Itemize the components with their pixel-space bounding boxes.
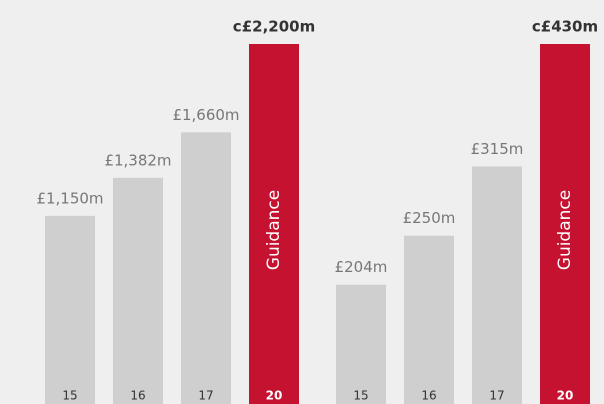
bar <box>113 177 163 404</box>
x-tick-label: 20 <box>557 389 574 403</box>
x-tick-label: 17 <box>198 389 213 403</box>
value-label: £315m <box>471 140 524 158</box>
value-label: £1,660m <box>172 106 239 124</box>
value-label: £1,382m <box>104 151 171 169</box>
x-tick-label: 15 <box>62 389 77 403</box>
bar <box>472 166 522 404</box>
x-tick-label: 20 <box>266 389 283 403</box>
bar-annotation: Guidance <box>264 190 284 270</box>
value-label: c£430m <box>532 18 598 36</box>
value-label: £250m <box>403 209 456 227</box>
value-label: c£2,200m <box>233 18 315 36</box>
bar <box>181 132 231 404</box>
x-tick-label: 16 <box>130 389 145 403</box>
value-label: £204m <box>335 258 388 276</box>
x-tick-label: 16 <box>421 389 436 403</box>
x-tick-label: 15 <box>353 389 368 403</box>
value-label: £1,150m <box>36 189 103 207</box>
bar <box>540 44 590 404</box>
bar-annotation: Guidance <box>555 190 575 270</box>
bar <box>249 44 299 404</box>
bar <box>404 235 454 404</box>
x-tick-label: 17 <box>489 389 504 403</box>
bar <box>336 284 386 404</box>
bar <box>45 215 95 404</box>
